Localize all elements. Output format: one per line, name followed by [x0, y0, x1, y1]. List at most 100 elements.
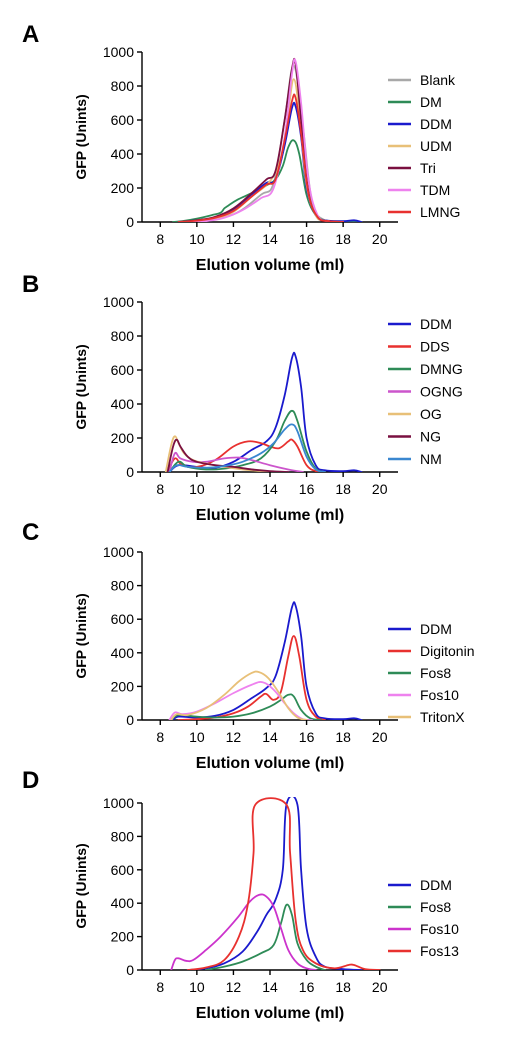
- x-tick-label: 10: [189, 481, 205, 497]
- x-tick-label: 16: [299, 231, 315, 247]
- y-tick-label: 400: [111, 645, 135, 661]
- y-tick-label: 600: [111, 112, 135, 128]
- legend-label: TritonX: [420, 709, 465, 725]
- panel-D: D 0 200 400 600 800 1000 8 10 12 14 16 18 20 Elution v…: [22, 767, 459, 1022]
- y-tick-label: 400: [111, 146, 135, 162]
- series-group: [168, 601, 363, 720]
- legend-label: DDS: [420, 339, 450, 355]
- legend-label: Fos10: [420, 687, 459, 703]
- legend-label: DDM: [420, 621, 452, 637]
- y-tick-label: 800: [111, 828, 135, 844]
- x-axis-title: Elution volume (ml): [196, 755, 344, 772]
- y-tick-label: 800: [111, 328, 135, 344]
- series-line-fos8: [205, 903, 326, 970]
- legend-label: DMNG: [420, 361, 463, 377]
- x-tick-label: 20: [372, 481, 388, 497]
- x-tick-label: 18: [335, 979, 351, 995]
- x-tick-label: 16: [299, 481, 315, 497]
- y-tick-label: 0: [126, 464, 134, 480]
- series-line-fos8: [170, 693, 323, 720]
- x-tick-label: 8: [156, 231, 164, 247]
- x-tick-label: 18: [335, 231, 351, 247]
- x-axis-title: Elution volume (ml): [196, 257, 344, 274]
- panel-letter: A: [22, 21, 39, 48]
- y-tick-label: 600: [111, 611, 135, 627]
- y-axis-title: GFP (Unints): [73, 843, 89, 928]
- legend-label: Tri: [420, 160, 436, 176]
- series-line-digitonin: [177, 635, 326, 720]
- y-tick-label: 600: [111, 862, 135, 878]
- y-tick-label: 400: [111, 895, 135, 911]
- legend-label: Digitonin: [420, 643, 474, 659]
- y-tick-label: 0: [126, 962, 134, 978]
- x-tick-label: 8: [156, 729, 164, 745]
- series-group: [170, 797, 381, 970]
- x-tick-label: 12: [226, 729, 242, 745]
- x-tick-label: 12: [226, 231, 242, 247]
- legend: DDM Digitonin Fos8 Fos10 TritonX: [388, 621, 474, 725]
- legend-label: Fos10: [420, 921, 459, 937]
- series-line-ogng: [168, 451, 304, 472]
- panel-letter: D: [22, 767, 39, 794]
- y-tick-label: 1000: [103, 795, 134, 811]
- panel-C: C 0 200 400 600 800 1000 8 10 12 14 16 18 20 Elution v…: [22, 519, 474, 772]
- x-tick-label: 10: [189, 729, 205, 745]
- legend-label: DDM: [420, 877, 452, 893]
- series-line-ddm: [177, 101, 363, 222]
- y-tick-label: 200: [111, 678, 135, 694]
- y-axis-title: GFP (Unints): [73, 344, 89, 429]
- x-axis-title: Elution volume (ml): [196, 1005, 344, 1022]
- series-line-fos13: [186, 797, 381, 970]
- legend-label: UDM: [420, 138, 452, 154]
- legend-label: NG: [420, 429, 441, 445]
- series-line-lmng: [177, 93, 345, 222]
- y-tick-label: 800: [111, 578, 135, 594]
- x-tick-label: 14: [262, 481, 278, 497]
- x-tick-label: 12: [226, 481, 242, 497]
- x-tick-label: 20: [372, 231, 388, 247]
- y-tick-label: 1000: [103, 294, 134, 310]
- x-tick-label: 20: [372, 729, 388, 745]
- y-tick-label: 600: [111, 362, 135, 378]
- x-tick-label: 8: [156, 979, 164, 995]
- y-tick-label: 1000: [103, 544, 134, 560]
- legend-label: DM: [420, 94, 442, 110]
- series-line-udm: [177, 78, 345, 222]
- panel-letter: B: [22, 271, 39, 298]
- legend-label: DDM: [420, 316, 452, 332]
- legend-label: DDM: [420, 116, 452, 132]
- y-tick-label: 400: [111, 396, 135, 412]
- x-tick-label: 12: [226, 979, 242, 995]
- y-tick-label: 800: [111, 78, 135, 94]
- y-tick-label: 0: [126, 214, 134, 230]
- x-tick-label: 18: [335, 481, 351, 497]
- series-line-fos10: [170, 893, 317, 970]
- series-line-tdm: [186, 58, 345, 222]
- legend-label: NM: [420, 451, 442, 467]
- legend-label: Fos8: [420, 899, 451, 915]
- legend-label: OG: [420, 406, 442, 422]
- legend: DDM Fos8 Fos10 Fos13: [388, 877, 459, 959]
- x-axis-title: Elution volume (ml): [196, 507, 344, 524]
- y-tick-label: 200: [111, 180, 135, 196]
- y-axis-title: GFP (Unints): [73, 94, 89, 179]
- x-tick-label: 20: [372, 979, 388, 995]
- series-line-tritonx: [170, 670, 308, 720]
- x-tick-label: 16: [299, 729, 315, 745]
- x-tick-label: 14: [262, 979, 278, 995]
- x-tick-label: 18: [335, 729, 351, 745]
- legend-label: Fos8: [420, 665, 451, 681]
- series-line-blank: [174, 64, 363, 222]
- x-tick-label: 14: [262, 231, 278, 247]
- y-tick-label: 1000: [103, 44, 134, 60]
- y-tick-label: 200: [111, 430, 135, 446]
- legend-label: LMNG: [420, 204, 460, 220]
- series-line-nm: [168, 423, 326, 472]
- legend-label: Fos13: [420, 943, 459, 959]
- x-tick-label: 10: [189, 231, 205, 247]
- y-tick-label: 200: [111, 929, 135, 945]
- legend: Blank DM DDM UDM Tri TDM LMNG: [388, 72, 460, 220]
- x-tick-label: 8: [156, 481, 164, 497]
- series-group: [164, 351, 363, 472]
